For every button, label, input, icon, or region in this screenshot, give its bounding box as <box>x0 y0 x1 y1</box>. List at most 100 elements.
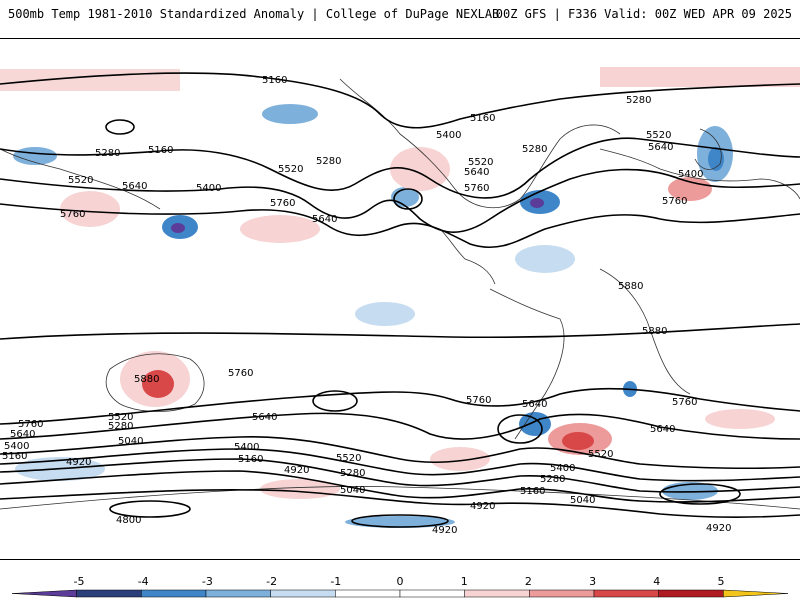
contour-closed-low <box>105 119 135 135</box>
contour-5880 <box>0 323 800 340</box>
warm-anomaly-region <box>668 177 712 201</box>
central-america-coast <box>439 228 496 285</box>
contour-label: 5280 <box>340 468 365 479</box>
colorbar-segment <box>335 589 401 598</box>
map-panel: 5160 5280 5160 5520 5640 5400 5760 5280 … <box>0 38 800 560</box>
header: 500mb Temp 1981-2010 Standardized Anomal… <box>0 0 800 36</box>
weather-map: 5160 5280 5160 5520 5640 5400 5760 5280 … <box>0 67 800 536</box>
contour-label: 5520 <box>336 453 361 464</box>
colorbar-tick-label: 4 <box>653 575 660 588</box>
colorbar-segment <box>464 589 530 598</box>
contour-label: 5280 <box>95 148 120 159</box>
contour-5640-south <box>0 412 800 440</box>
contour-label: 5040 <box>118 436 143 447</box>
contour-label: 5400 <box>4 441 29 452</box>
colorbar: -5 -4 -3 -2 -1 0 1 2 3 4 5 <box>0 570 800 600</box>
map-title: 500mb Temp 1981-2010 Standardized Anomal… <box>8 7 500 21</box>
contour-label: 5640 <box>10 429 35 440</box>
asia-coast <box>0 148 161 210</box>
contour-5520-south <box>0 436 800 470</box>
contour-label: 5760 <box>672 397 697 408</box>
cold-anomaly-region <box>345 516 455 528</box>
contour-label: 5520 <box>646 130 671 141</box>
warm-anomaly-region <box>562 432 594 450</box>
contour-label: 4920 <box>284 465 309 476</box>
warm-anomaly-region <box>240 215 320 243</box>
north-america-coast <box>339 78 621 208</box>
warm-anomaly-region <box>142 370 174 398</box>
contour-label: 5640 <box>464 167 489 178</box>
colorbar-segment <box>593 589 659 598</box>
cold-anomaly-core <box>530 198 544 208</box>
contour-label: 5760 <box>464 183 489 194</box>
contour-label: 5280 <box>626 95 651 106</box>
contour-label: 5160 <box>520 486 545 497</box>
contour-label: 5760 <box>662 196 687 207</box>
contour-5160-south <box>0 470 800 503</box>
contour-4920-south <box>0 489 800 518</box>
warm-anomaly-region <box>260 479 340 499</box>
contour-label: 5520 <box>68 175 93 186</box>
contour-label: 5760 <box>60 209 85 220</box>
contour-label: 4920 <box>66 457 91 468</box>
cold-anomaly-region <box>262 104 318 124</box>
model-run-info: 00Z GFS | F336 Valid: 00Z WED APR 09 202… <box>495 7 792 21</box>
contour-4800 <box>351 514 449 528</box>
contour-5280 <box>0 137 800 199</box>
contour-label: 5640 <box>122 181 147 192</box>
contour-label: 5280 <box>540 474 565 485</box>
contour-label: 5640 <box>522 399 547 410</box>
colorbar-tick-label: -1 <box>330 575 341 588</box>
coastlines <box>0 78 800 510</box>
contour-label: 5880 <box>618 281 643 292</box>
contour-label: 5640 <box>648 142 673 153</box>
contour-5760-south <box>0 387 800 425</box>
colorbar-tick-label: 2 <box>525 575 532 588</box>
contour-label: 5040 <box>570 495 595 506</box>
warm-anomaly-region <box>600 67 800 87</box>
contour-label: 5760 <box>228 368 253 379</box>
contour-closed-low <box>659 483 741 505</box>
cold-anomaly-region <box>708 147 724 171</box>
colorbar-segment <box>399 589 465 598</box>
colorbar-segment <box>76 589 142 598</box>
contour-label: 5400 <box>234 442 259 453</box>
colorbar-tick-label: -3 <box>202 575 213 588</box>
contour-label: 5520 <box>588 449 613 460</box>
colorbar-graphic: -5 -4 -3 -2 -1 0 1 2 3 4 5 <box>11 575 789 598</box>
contour-label: 5760 <box>270 198 295 209</box>
contour-label: 5040 <box>340 485 365 496</box>
colorbar-tick-label: -4 <box>138 575 149 588</box>
contour-labels: 5160 5280 5160 5520 5640 5400 5760 5280 … <box>2 75 731 536</box>
scandinavia-coast <box>694 128 722 170</box>
contour-label: 5160 <box>2 451 27 462</box>
contour-label: 5400 <box>196 183 221 194</box>
contour-label: 5160 <box>238 454 263 465</box>
warm-anomaly-region <box>430 447 490 471</box>
colorbar-tick-label: -5 <box>74 575 85 588</box>
colorbar-tick-label: 0 <box>397 575 404 588</box>
warm-anomaly-region <box>705 409 775 429</box>
colorbar-segment <box>658 589 724 598</box>
warm-anomaly-region <box>0 69 180 91</box>
colorbar-segment <box>270 589 336 598</box>
contour-4800-west <box>109 500 191 518</box>
colorbar-segment <box>529 589 595 598</box>
antarctica-coast <box>0 486 800 510</box>
contour-label: 5520 <box>108 412 133 423</box>
colorbar-segment <box>205 589 271 598</box>
contour-5760 <box>0 203 800 249</box>
contour-label: 5760 <box>18 419 43 430</box>
contour-label: 4920 <box>706 523 731 534</box>
height-contours <box>0 72 800 528</box>
africa-coast <box>599 268 691 395</box>
contour-label: 4800 <box>116 515 141 526</box>
cold-anomaly-region <box>355 302 415 326</box>
contour-label: 5520 <box>278 164 303 175</box>
contour-5280-south <box>0 458 800 493</box>
contour-label: 5640 <box>650 424 675 435</box>
colorbar-min-tip <box>11 589 77 598</box>
contour-label: 5520 <box>468 157 493 168</box>
warm-anomaly-region <box>60 191 120 227</box>
contour-label: 5400 <box>678 169 703 180</box>
